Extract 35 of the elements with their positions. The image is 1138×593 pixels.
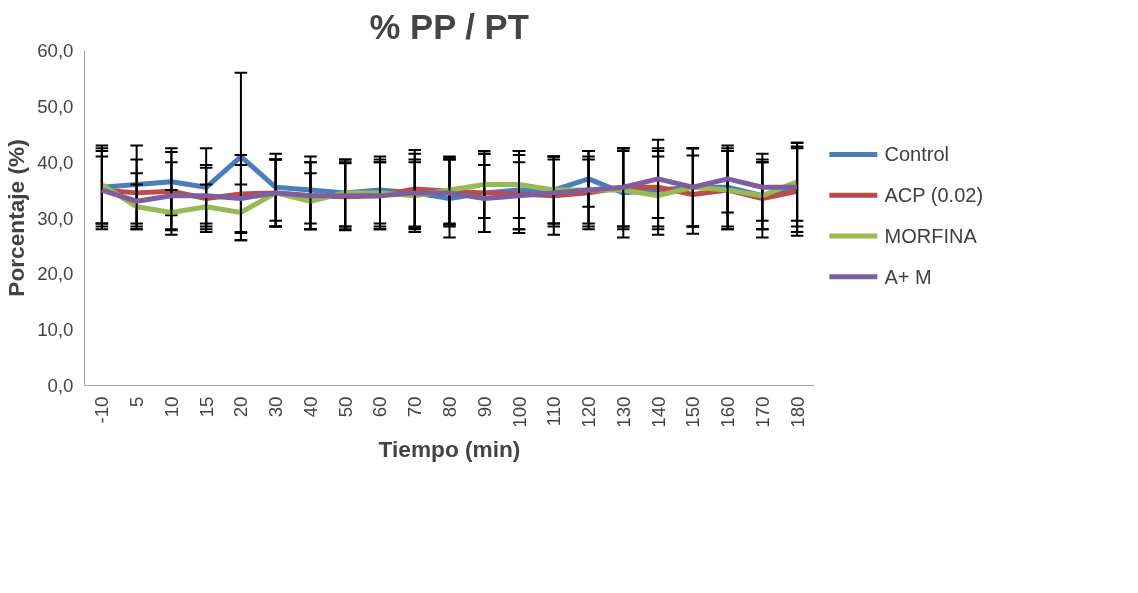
x-axis-title: Tiempo (min) [378,435,521,462]
x-tick-label: 40 [299,396,321,418]
y-axis-title: Porcentaje (%) [3,139,30,297]
x-tick-label: -10 [91,396,113,424]
x-tick-label: 70 [404,396,426,418]
y-tick-label: 60,0 [37,40,74,61]
y-tick-label: 50,0 [37,95,74,117]
y-tick-label: 20,0 [37,263,74,285]
x-tick-label: 5 [126,396,148,407]
legend-label: A+ M [884,265,932,288]
legend-label: Control [884,143,949,166]
chart-title: % PP / PT [369,7,529,46]
y-tick-label: 30,0 [37,207,74,229]
legend-label: ACP (0.02) [884,184,984,207]
x-tick-label: 120 [578,396,600,428]
x-tick-label: 110 [543,396,565,427]
x-tick-label: 30 [265,396,287,418]
x-tick-label: 15 [195,396,217,418]
x-tick-label: 10 [160,396,182,418]
x-tick-label: 100 [508,396,530,428]
x-tick-label: 80 [439,396,460,418]
y-tick-label: 0,0 [47,375,74,396]
y-tick-label: 40,0 [37,151,74,173]
x-tick-label: 60 [369,396,391,418]
y-tick-label: 10,0 [37,319,74,341]
x-tick-label: 90 [473,396,495,418]
legend-label: MORFINA [884,225,978,247]
x-tick-label: 130 [612,396,634,428]
x-tick-label: 180 [786,396,808,428]
x-tick-label: 20 [230,396,252,418]
x-tick-label: 50 [334,396,356,418]
x-tick-label: 140 [647,396,669,428]
x-tick-label: 160 [717,396,739,428]
x-tick-label: 170 [751,396,773,428]
x-tick-label: 150 [682,396,704,428]
